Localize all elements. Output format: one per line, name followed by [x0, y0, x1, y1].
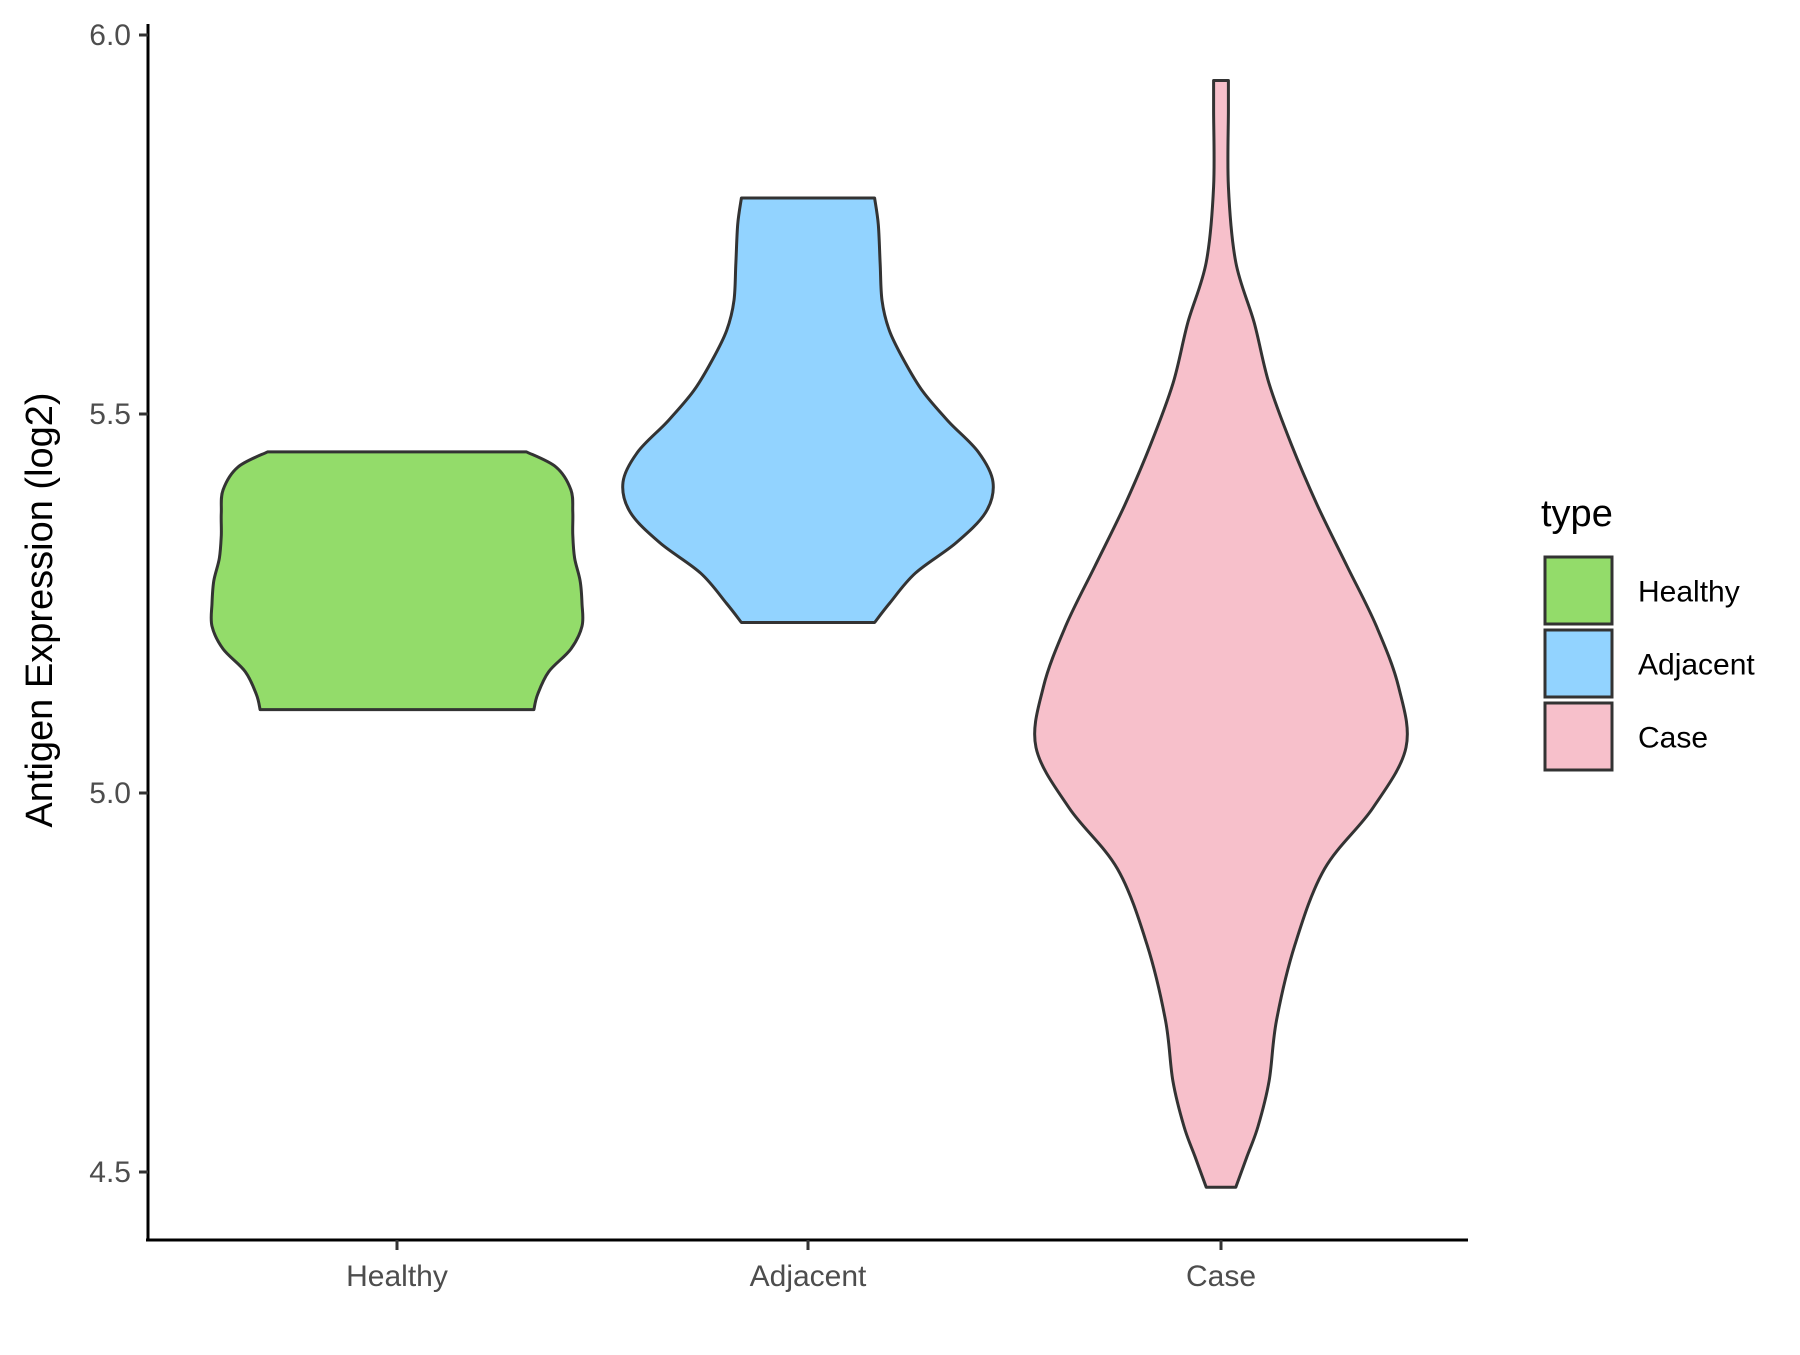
- legend-title: type: [1541, 493, 1613, 535]
- y-tick-label: 5.5: [89, 398, 131, 431]
- legend-label-adjacent: Adjacent: [1638, 649, 1755, 682]
- x-tick-label: Healthy: [346, 1260, 448, 1293]
- x-axis: Healthy Adjacent Case: [146, 1238, 1468, 1293]
- legend-key-adjacent: [1543, 628, 1614, 699]
- legend-key-case: [1543, 701, 1614, 772]
- legend: type Healthy Adjacent Case: [1541, 493, 1755, 772]
- y-tick-label: 5.0: [89, 777, 131, 810]
- y-axis: 4.5 5.0 5.5 6.0: [89, 19, 150, 1240]
- violin-healthy: [209, 450, 585, 712]
- y-tick-label: 4.5: [89, 1156, 131, 1189]
- violin-layer: [209, 79, 1409, 1189]
- x-tick-label: Case: [1186, 1260, 1256, 1293]
- legend-label-case: Case: [1638, 722, 1708, 755]
- x-tick-label: Adjacent: [750, 1260, 867, 1293]
- legend-label-healthy: Healthy: [1638, 576, 1740, 609]
- y-tick-label: 6.0: [89, 19, 131, 52]
- legend-key-healthy: [1543, 555, 1614, 626]
- violin-adjacent: [621, 196, 995, 624]
- y-axis-title: Antigen Expression (log2): [19, 392, 61, 827]
- violin-case: [1033, 79, 1409, 1189]
